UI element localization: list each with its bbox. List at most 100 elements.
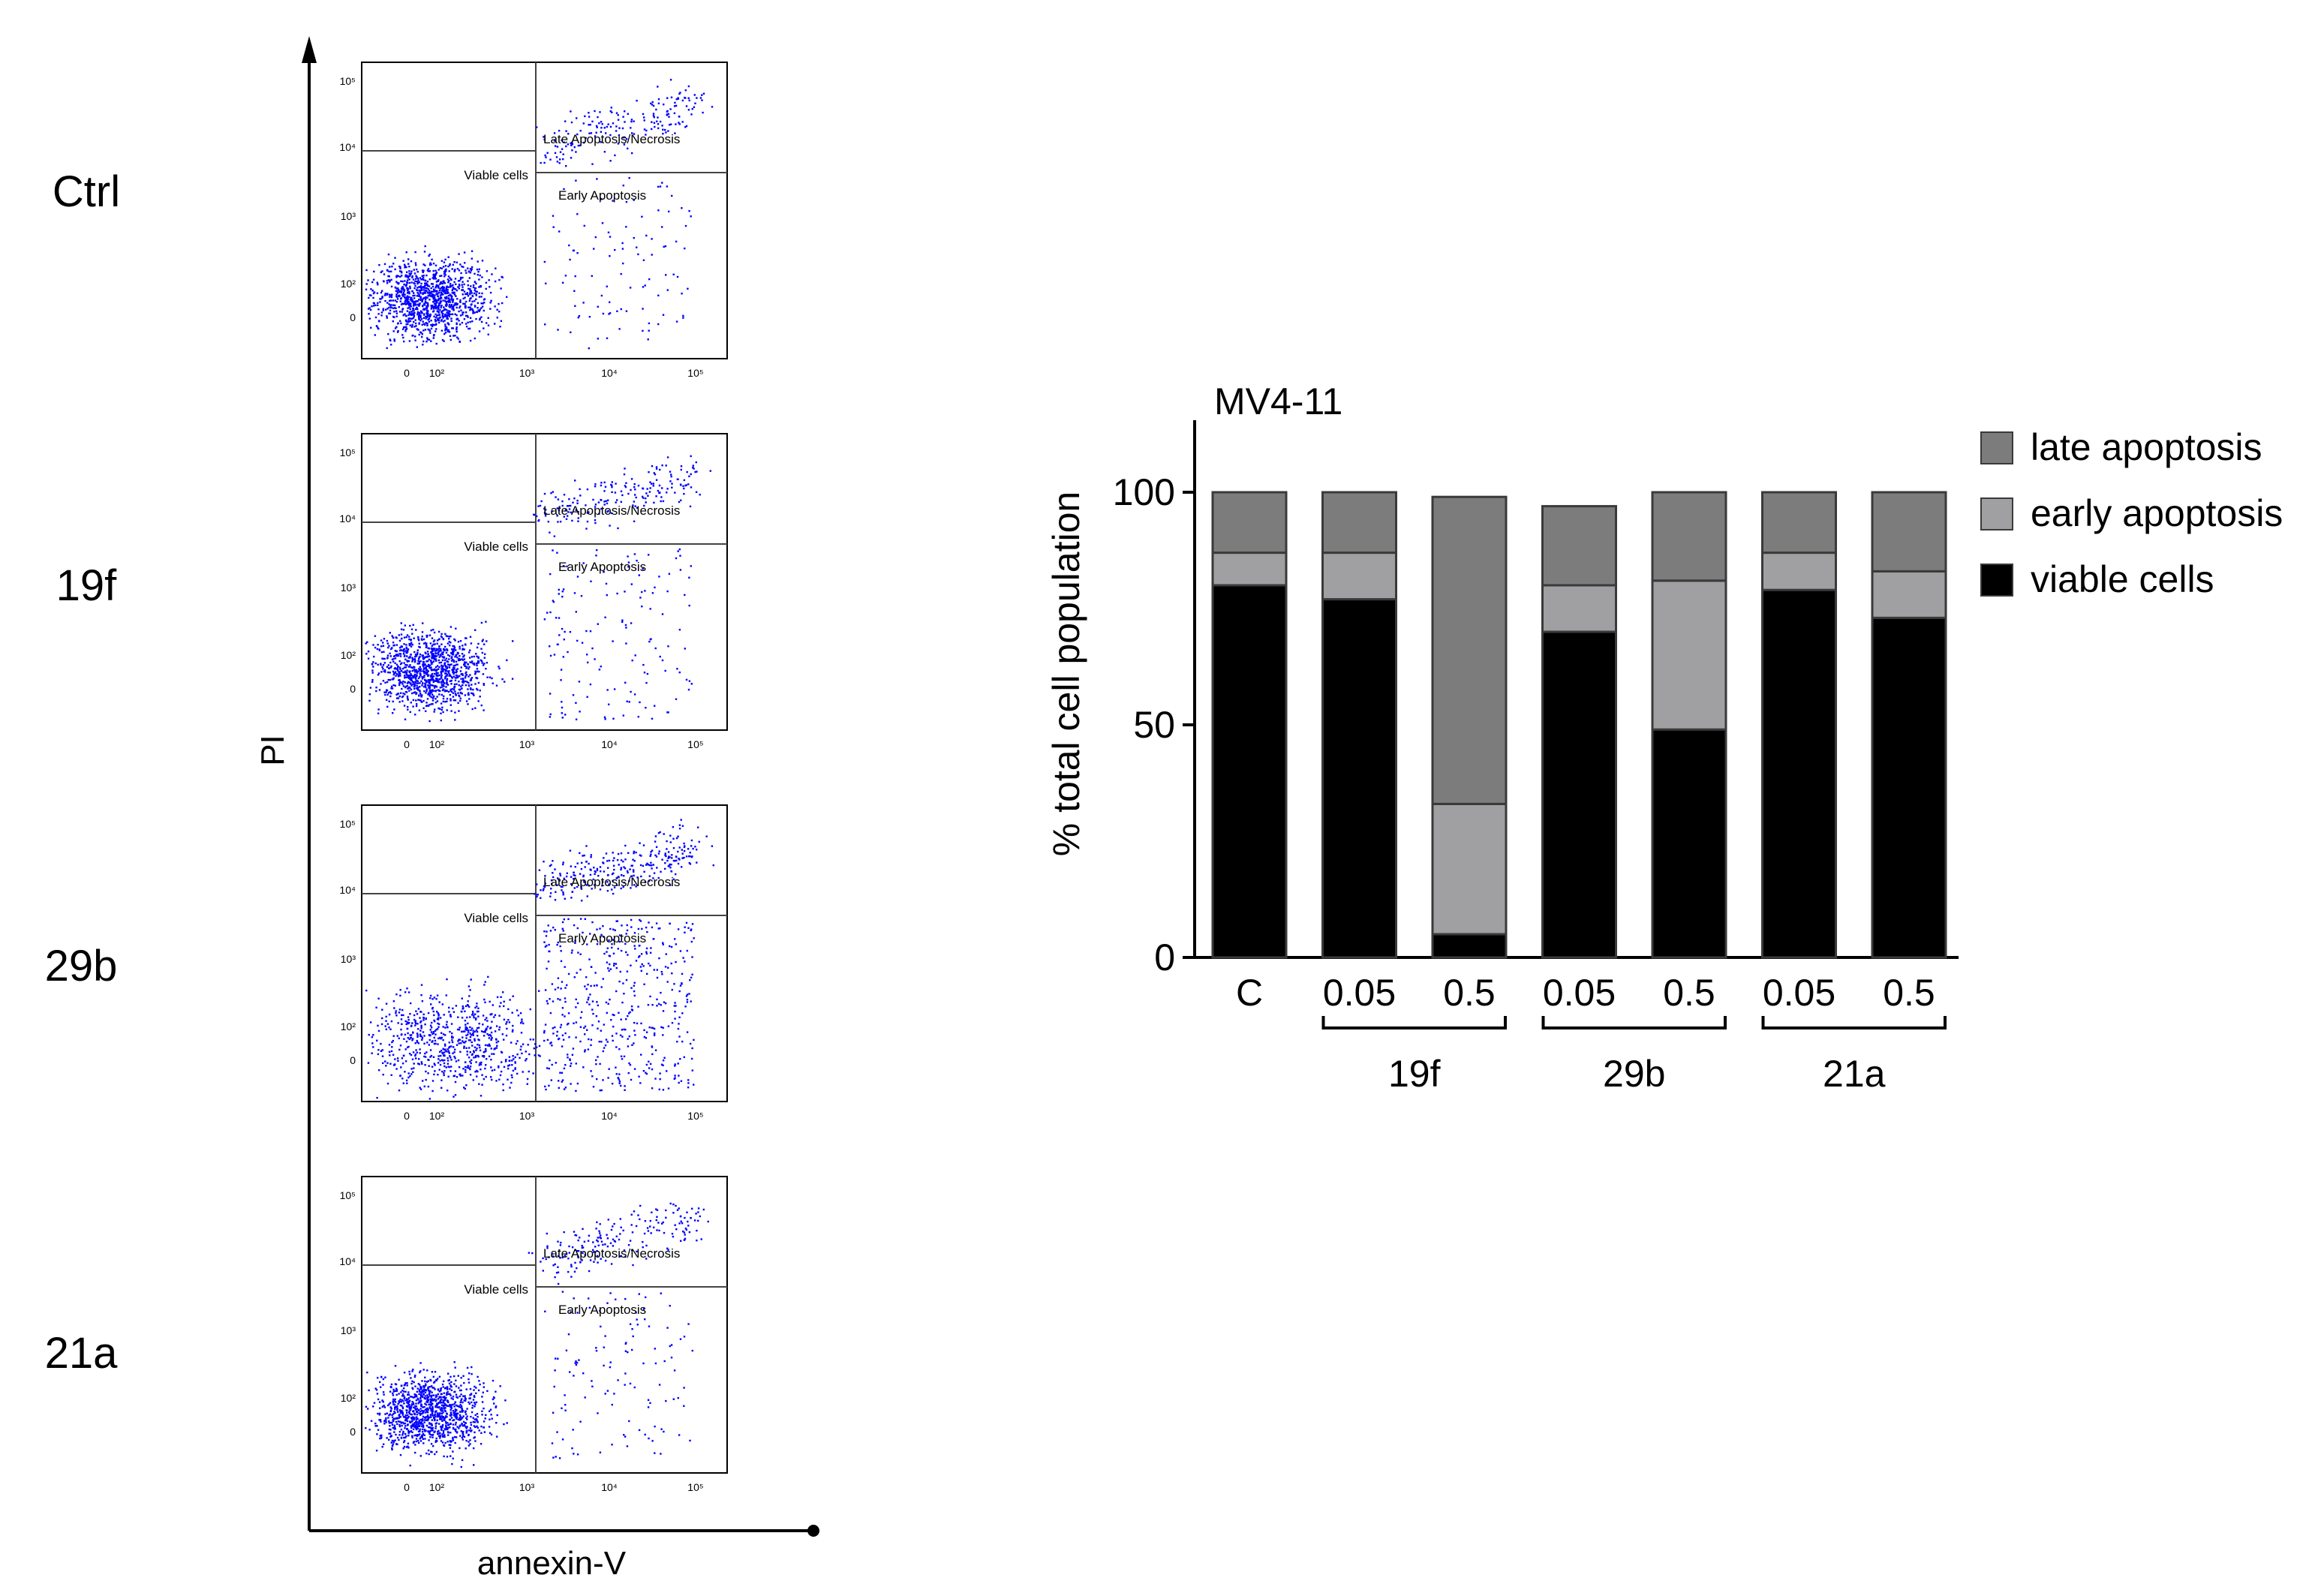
flow-dot <box>464 1020 467 1022</box>
flow-dot <box>390 294 392 296</box>
flow-dot <box>419 1087 421 1089</box>
flow-dot <box>465 667 468 669</box>
flow-dot <box>476 655 478 657</box>
flow-dot <box>657 927 660 930</box>
flow-dot <box>694 846 696 848</box>
flow-dot <box>571 519 573 522</box>
flow-dot <box>422 1019 425 1021</box>
flow-dot <box>379 1435 381 1437</box>
flow-dot <box>401 275 403 277</box>
flow-dot <box>491 1037 493 1039</box>
flow-dot <box>536 126 538 128</box>
flow-dot <box>491 1417 493 1420</box>
flow-dot <box>421 275 423 278</box>
flow-dot <box>588 511 590 513</box>
flow-dot <box>652 104 655 107</box>
flow-dot <box>410 1396 413 1398</box>
flow-dot <box>588 132 591 134</box>
flow-dot <box>491 1020 493 1023</box>
flow-dot <box>449 310 451 313</box>
flow-dot <box>681 1040 684 1043</box>
flow-dot <box>479 308 481 311</box>
flow-dot <box>399 1075 401 1078</box>
flow-dot <box>388 270 390 273</box>
flow-dot <box>431 285 434 288</box>
flow-dot <box>492 1004 494 1006</box>
flow-dot <box>372 1046 374 1048</box>
flow-dot <box>603 716 606 718</box>
flow-dot <box>558 1087 560 1090</box>
flow-dot <box>669 79 672 81</box>
flow-dot <box>586 943 588 945</box>
flow-dot <box>407 1072 410 1075</box>
flow-dot <box>500 996 502 998</box>
flow-dot <box>463 658 466 660</box>
flow-dot <box>422 329 425 332</box>
flow-dot <box>407 1391 410 1393</box>
flow-dot <box>371 1042 374 1044</box>
flow-dot <box>458 675 461 678</box>
flow-dot <box>623 1028 625 1031</box>
flow-dot <box>452 309 455 311</box>
flow-dot <box>431 305 434 307</box>
flow-dot <box>477 642 480 645</box>
flow-dot <box>416 312 419 315</box>
flow-dot <box>406 300 408 302</box>
flow-dot <box>431 652 433 654</box>
flow-dot <box>668 116 670 118</box>
flow-dot <box>393 644 395 647</box>
flow-dot <box>426 673 428 675</box>
flow-dot <box>555 496 557 498</box>
flow-dot <box>584 1025 587 1028</box>
flow-dot <box>684 960 686 963</box>
flow-dot <box>468 692 470 694</box>
flow-dot <box>443 320 446 322</box>
flow-dot <box>604 718 606 720</box>
flow-dot <box>414 671 416 673</box>
flow-dot <box>574 479 576 482</box>
flow-dot <box>413 1406 415 1408</box>
flow-dot <box>442 653 444 656</box>
flow-dot <box>410 1053 413 1056</box>
flow-dot <box>410 312 413 314</box>
x-tick-label: 10² <box>429 738 445 750</box>
flow-dot <box>665 855 667 858</box>
flow-dot <box>408 644 411 647</box>
flow-dot <box>437 665 439 667</box>
flow-dot <box>553 654 556 656</box>
flow-dot <box>637 253 639 256</box>
flow-dot <box>435 281 438 283</box>
flow-dot <box>564 630 566 633</box>
flow-dot <box>429 1056 431 1058</box>
flow-dot <box>481 1055 484 1057</box>
flow-dot <box>419 313 421 315</box>
flow-dot <box>612 879 614 882</box>
flow-dot <box>425 705 428 708</box>
flow-dot <box>658 1088 660 1091</box>
flow-dot <box>666 110 669 113</box>
flow-dot <box>438 317 441 319</box>
flow-dot <box>410 684 413 687</box>
flow-dot <box>453 648 455 651</box>
flow-dot <box>543 888 545 890</box>
flow-dot <box>563 877 565 879</box>
flow-dot <box>431 1419 433 1421</box>
flow-dot <box>585 845 588 847</box>
flow-dot <box>472 312 474 314</box>
flow-dot <box>419 686 421 688</box>
flow-dot <box>591 888 593 890</box>
flow-dot <box>562 656 564 658</box>
flow-dot <box>410 678 413 681</box>
flow-dot <box>461 997 463 999</box>
flow-dot <box>668 573 671 575</box>
flow-dot <box>432 643 434 646</box>
flow-dot <box>610 107 612 109</box>
flow-dot <box>467 295 470 297</box>
flow-dot <box>657 1002 660 1005</box>
flow-dot <box>600 499 602 501</box>
y-tick-label: 0 <box>350 311 356 323</box>
flow-dot <box>440 719 442 722</box>
flow-dot <box>689 852 691 854</box>
flow-dot <box>448 658 450 660</box>
flow-dot <box>594 658 596 660</box>
